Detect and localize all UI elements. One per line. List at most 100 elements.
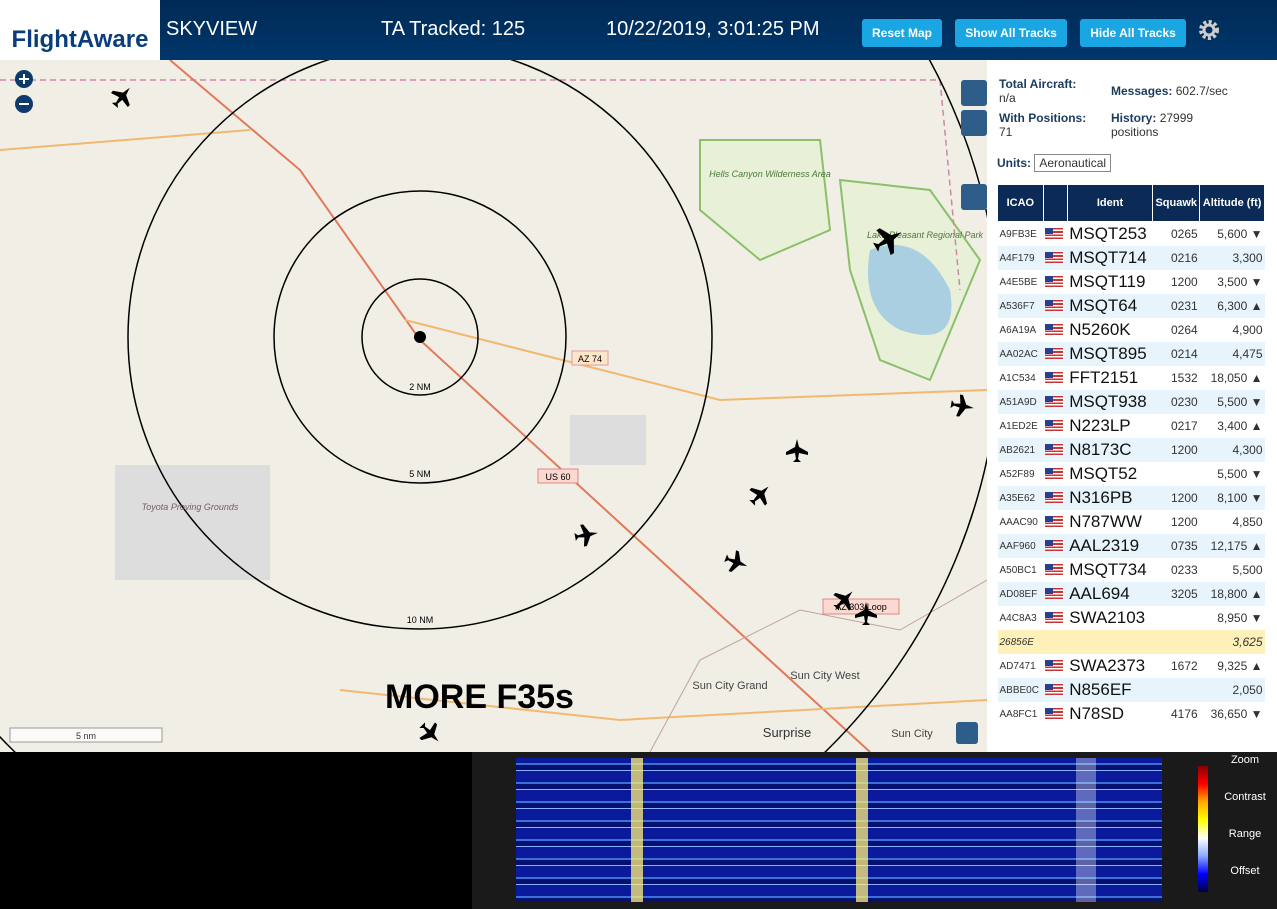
flag-cell [1043, 342, 1068, 366]
aircraft-row[interactable]: A9FB3E MSQT253 0265 5,600 ▼ [997, 221, 1265, 246]
map-buttons[interactable] [956, 80, 987, 744]
icao: AD08EF [997, 582, 1044, 606]
altitude-cell: 5,500 ▼ [1199, 462, 1265, 486]
aircraft-row[interactable]: A51A9D MSQT938 0230 5,500 ▼ [997, 390, 1265, 414]
squawk: 1200 [1152, 270, 1200, 294]
altitude-cell: 3,300 [1199, 246, 1265, 270]
flag-cell [1043, 294, 1068, 318]
altitude-cell: 12,175 ▲ [1199, 534, 1265, 558]
aircraft-row[interactable]: A50BC1 MSQT734 0233 5,500 [997, 558, 1265, 582]
aircraft-row[interactable]: A4F179 MSQT714 0216 3,300 [997, 246, 1265, 270]
logo[interactable]: FlightAware [0, 0, 160, 60]
show-tracks-button[interactable]: Show All Tracks [955, 19, 1067, 47]
altitude: 3,400 [1217, 419, 1248, 433]
column-header: ICAO [997, 184, 1044, 222]
park-label: Lake Pleasant Regional Park [867, 230, 984, 240]
spectrum-control[interactable]: Zoom [1230, 754, 1260, 766]
app-name: SKYVIEW [166, 18, 258, 40]
stat-value: 602.7/sec [1175, 84, 1228, 98]
ident: FFT2151 [1067, 366, 1153, 390]
aircraft-row[interactable]: AD7471 SWA2373 1672 9,325 ▲ [997, 654, 1265, 678]
trend: ▼ [1250, 395, 1263, 409]
header: FlightAware SKYVIEW TA Tracked: 125 10/2… [0, 0, 1277, 60]
reset-map-button[interactable]: Reset Map [862, 19, 942, 47]
altitude-cell: 2,050 [1199, 678, 1265, 702]
flag-cell [1043, 678, 1068, 702]
flag-cell [1043, 366, 1068, 390]
icao: AA8FC1 [997, 702, 1044, 726]
road-label: US 60 [545, 472, 570, 482]
zoom-controls[interactable] [15, 70, 33, 113]
squawk: 0265 [1152, 221, 1200, 246]
aircraft-row[interactable]: A4C8A3 SWA2103 8,950 ▼ [997, 606, 1265, 630]
park-label: Hells Canyon Wilderness Area [709, 169, 831, 179]
map[interactable]: 2 NM 5 NM 10 NM AZ 74 US 60 Hells Canyon… [0, 60, 987, 752]
hide-tracks-button[interactable]: Hide All Tracks [1080, 19, 1186, 47]
area-label: Toyota Proving Grounds [142, 502, 239, 512]
spectrum-control[interactable]: Offset [1230, 865, 1260, 877]
flag [1045, 588, 1064, 600]
icao: A1C534 [997, 366, 1044, 390]
altitude: 5,500 [1232, 563, 1263, 577]
aircraft-row[interactable]: AAAC90 N787WW 1200 4,850 [997, 510, 1265, 534]
stat-value: n/a [999, 91, 1016, 105]
sidebar: Total Aircraft: n/a With Positions: 71 Mes… [987, 60, 1277, 752]
spectrum-control[interactable]: Range [1228, 828, 1262, 840]
ident: N787WW [1067, 510, 1153, 534]
aircraft-row[interactable]: AA02AC MSQT895 0214 4,475 [997, 342, 1265, 366]
flag-cell [1043, 534, 1068, 558]
place-label: Sun City Grand [692, 680, 767, 692]
trend: ▼ [1250, 467, 1263, 481]
stat-label: With Positions: [999, 111, 1087, 125]
flag [1045, 612, 1064, 624]
aircraft-row[interactable]: ABBE0C N856EF 2,050 [997, 678, 1265, 702]
ident: N316PB [1067, 486, 1153, 510]
road-label: AZ 303 Loop [835, 602, 887, 612]
aircraft-row[interactable]: A1ED2E N223LP 0217 3,400 ▲ [997, 414, 1265, 438]
altitude-cell: 8,950 ▼ [1199, 606, 1265, 630]
icao: ABBE0C [997, 678, 1044, 702]
trend: ▼ [1250, 611, 1263, 625]
squawk: 1672 [1152, 654, 1200, 678]
flag [1045, 444, 1064, 456]
flag-cell [1043, 654, 1068, 678]
flag-cell [1043, 558, 1068, 582]
aircraft-row[interactable]: A4E5BE MSQT119 1200 3,500 ▼ [997, 270, 1265, 294]
units-select[interactable]: Aeronautical [1034, 154, 1112, 172]
aircraft-row[interactable]: A52F89 MSQT52 5,500 ▼ [997, 462, 1265, 486]
settings-icon[interactable] [1198, 19, 1220, 41]
flag-cell [1043, 221, 1068, 246]
flag [1045, 372, 1064, 384]
aircraft-row[interactable]: AD08EF AAL694 3205 18,800 ▲ [997, 582, 1265, 606]
aircraft-row[interactable]: A536F7 MSQT64 0231 6,300 ▲ [997, 294, 1265, 318]
icao: 26856E [997, 630, 1044, 654]
spectrum-control[interactable]: Contrast [1224, 791, 1266, 803]
aircraft-row[interactable]: A1C534 FFT2151 1532 18,050 ▲ [997, 366, 1265, 390]
altitude: 3,500 [1217, 275, 1248, 289]
flag [1045, 708, 1064, 720]
aircraft-row[interactable]: AA8FC1 N78SD 4176 36,650 ▼ [997, 702, 1265, 726]
flag-cell [1043, 702, 1068, 726]
aircraft-row[interactable]: A35E62 N316PB 1200 8,100 ▼ [997, 486, 1265, 510]
altitude: 4,300 [1232, 443, 1263, 457]
flag-cell [1043, 630, 1068, 654]
ident: N223LP [1067, 414, 1153, 438]
flag [1045, 276, 1064, 288]
aircraft-row[interactable]: AAF960 AAL2319 0735 12,175 ▲ [997, 534, 1265, 558]
aircraft-row[interactable]: 26856E 3,625 [997, 630, 1265, 654]
flag [1045, 468, 1064, 480]
altitude: 3,625 [1232, 635, 1263, 649]
scale-label: 5 nm [76, 731, 96, 741]
aircraft-row[interactable]: AB2621 N8173C 1200 4,300 [997, 438, 1265, 462]
icao: AAF960 [997, 534, 1044, 558]
altitude: 5,600 [1217, 227, 1248, 241]
aircraft-row[interactable]: A6A19A N5260K 0264 4,900 [997, 318, 1265, 342]
squawk: 4176 [1152, 702, 1200, 726]
squawk: 0217 [1152, 414, 1200, 438]
icao: AAAC90 [997, 510, 1044, 534]
altitude: 36,650 [1210, 707, 1248, 721]
squawk: 0735 [1152, 534, 1200, 558]
flag [1045, 348, 1064, 360]
flag-cell [1043, 246, 1068, 270]
